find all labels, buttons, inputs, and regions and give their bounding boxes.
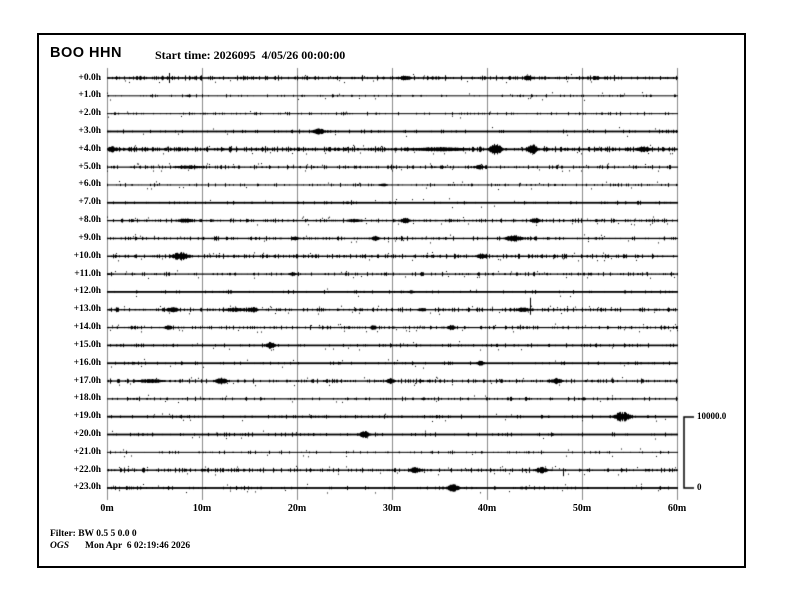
hour-label: +20.0h — [73, 429, 101, 440]
footer-line: OGS Mon Apr 6 02:19:46 2026 — [50, 541, 190, 551]
station-title: BOO HHN — [50, 45, 122, 61]
hour-label: +0.0h — [78, 72, 101, 83]
hour-label: +5.0h — [78, 161, 101, 172]
hour-label: +19.0h — [73, 411, 101, 422]
scale-min-label: 0 — [697, 482, 702, 492]
x-tick-label: 20m — [287, 503, 307, 514]
hour-label: +9.0h — [78, 232, 101, 243]
hour-label: +6.0h — [78, 179, 101, 190]
hour-label: +15.0h — [73, 339, 101, 350]
hour-label: +4.0h — [78, 143, 101, 154]
hour-label: +8.0h — [78, 215, 101, 226]
x-tick-label: 60m — [667, 503, 687, 514]
hour-label: +14.0h — [73, 322, 101, 333]
hour-label: +1.0h — [78, 90, 101, 101]
hour-label: +7.0h — [78, 197, 101, 208]
start-time-label: Start time: 2026095 4/05/26 00:00:00 — [155, 48, 346, 62]
hour-label: +22.0h — [73, 464, 101, 475]
hour-label: +3.0h — [78, 125, 101, 136]
footer-timestamp: Mon Apr 6 02:19:46 2026 — [85, 541, 191, 551]
hour-label: +12.0h — [73, 286, 101, 297]
hour-label: +11.0h — [74, 268, 101, 279]
agency-label: OGS — [50, 541, 70, 551]
scale-max-label: 10000.0 — [697, 411, 727, 421]
filter-label: Filter: BW 0.5 5 0.0 0 — [50, 529, 137, 539]
hour-label: +16.0h — [73, 357, 101, 368]
hour-label: +17.0h — [73, 375, 101, 386]
x-tick-label: 0m — [100, 503, 114, 514]
x-tick-label: 10m — [192, 503, 212, 514]
hour-label: +18.0h — [73, 393, 101, 404]
hour-label: +23.0h — [73, 482, 101, 493]
x-tick-label: 50m — [572, 503, 592, 514]
hour-label: +13.0h — [73, 304, 101, 315]
x-tick-label: 40m — [477, 503, 497, 514]
hour-label: +21.0h — [73, 446, 101, 457]
x-tick-label: 30m — [382, 503, 402, 514]
hour-label: +10.0h — [73, 250, 101, 261]
hour-label: +2.0h — [78, 108, 101, 119]
